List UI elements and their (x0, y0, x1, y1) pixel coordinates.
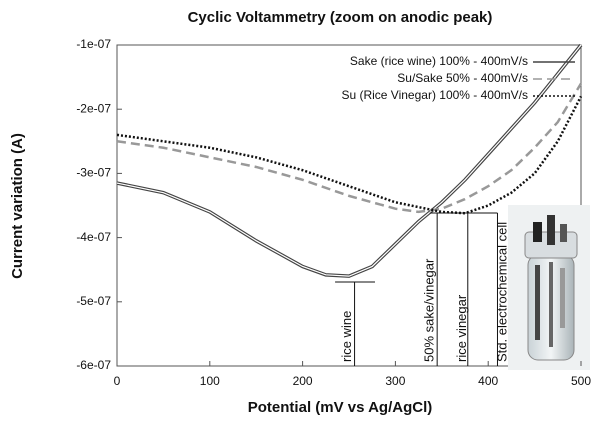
annotation-label: 50% sake/vinegar (422, 258, 437, 362)
x-tick-label: 200 (293, 374, 313, 388)
legend-label: Sake (rice wine) 100% - 400mV/s (350, 54, 528, 68)
x-tick-label: 500 (571, 374, 591, 388)
y-tick-label: -6e-07 (76, 358, 111, 372)
y-axis-label: Current variation (A) (9, 133, 26, 279)
legend-label: Su (Rice Vinegar) 100% - 400mV/s (341, 88, 528, 102)
x-tick-label: 400 (478, 374, 498, 388)
inset-photo (508, 205, 590, 370)
y-tick-label: -2e-07 (76, 101, 111, 115)
chart: Cyclic Voltammetry (zoom on anodic peak)… (0, 0, 599, 418)
y-tick-label: -5e-07 (76, 294, 111, 308)
x-tick-label: 100 (200, 374, 220, 388)
y-tick-label: -1e-07 (76, 37, 111, 51)
y-tick-label: -3e-07 (76, 166, 111, 180)
x-axis-label: Potential (mV vs Ag/AgCl) (248, 399, 432, 416)
annotation-label: rice wine (339, 311, 354, 362)
annotation-label: Std. electrochemical cell (494, 222, 509, 362)
chart-title: Cyclic Voltammetry (zoom on anodic peak) (188, 9, 493, 26)
x-tick-label: 0 (114, 374, 121, 388)
x-tick-label: 300 (385, 374, 405, 388)
y-tick-label: -4e-07 (76, 230, 111, 244)
legend-label: Su/Sake 50% - 400mV/s (397, 71, 528, 85)
annotation-label: rice vinegar (454, 294, 469, 362)
